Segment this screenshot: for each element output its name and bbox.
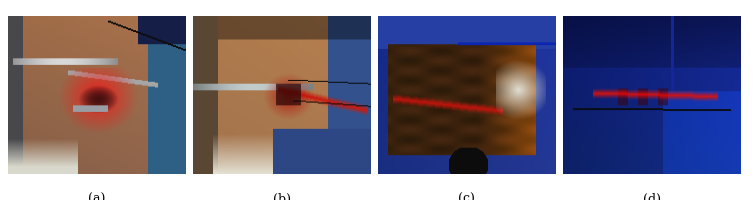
Text: (d): (d) xyxy=(643,193,661,200)
Text: (c): (c) xyxy=(458,193,476,200)
Text: (a): (a) xyxy=(88,193,105,200)
Text: (b): (b) xyxy=(273,193,290,200)
